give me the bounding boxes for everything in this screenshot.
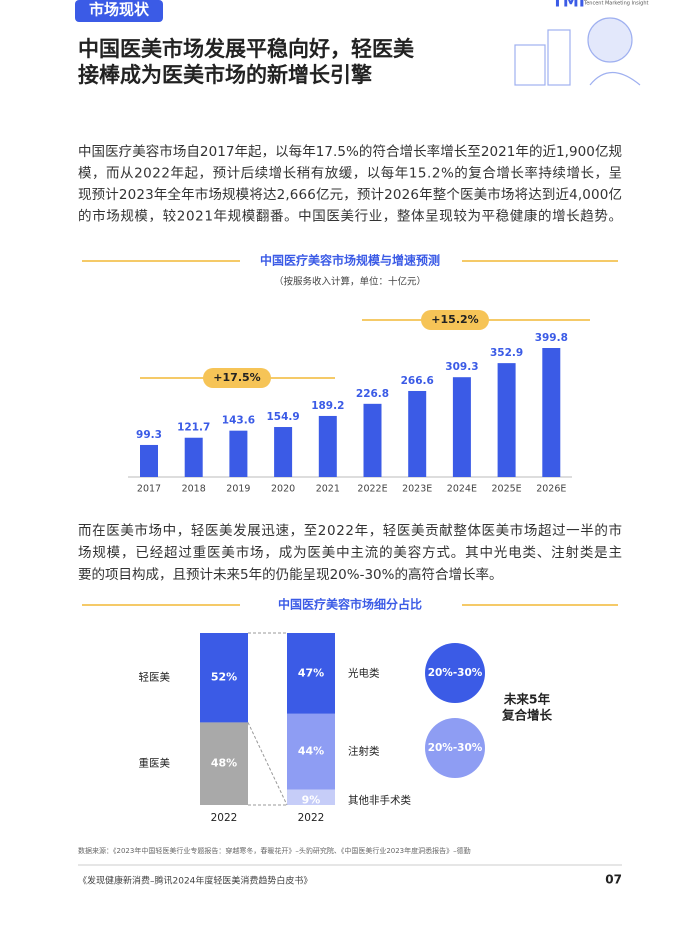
title: 接棒成为医美市场的新增长引擎 xyxy=(78,63,372,87)
annotation: +17.5% xyxy=(213,371,260,384)
paragraph-line: 模，而从2022年起，预计后续增长稍有放缓，以每年15.2%的复合增长率持续增长… xyxy=(78,165,622,182)
x-tick-label: 2023E xyxy=(402,484,432,495)
value-label: 309.3 xyxy=(445,361,478,373)
bar xyxy=(140,444,158,477)
bar xyxy=(229,430,248,477)
annotation-pill xyxy=(203,368,271,388)
value-label: 266.6 xyxy=(401,375,434,387)
bar xyxy=(542,348,561,477)
x-tick-label: 2021 xyxy=(316,484,340,495)
segment-label: 9% xyxy=(302,793,321,806)
value-label: 352.9 xyxy=(490,347,523,359)
x-tick-label: 2019 xyxy=(226,484,250,495)
x-tick-label: 2026E xyxy=(536,484,566,495)
segment-label: 47% xyxy=(298,666,324,679)
annotation-pill xyxy=(421,310,489,330)
chart-subtitle: （按服务收入计算，单位：十亿元） xyxy=(274,276,426,288)
x-tick-label: 2017 xyxy=(137,484,161,495)
segment-label: 44% xyxy=(298,745,324,758)
caption: 复合增长 xyxy=(501,708,553,723)
bar xyxy=(274,427,293,477)
caption: 未来5年 xyxy=(503,692,551,707)
series-name: 其他非手术类 xyxy=(348,793,411,806)
bar xyxy=(452,377,471,477)
series-name: 重医美 xyxy=(139,757,171,770)
page-number: 07 xyxy=(605,873,622,887)
x-tick-label: 2018 xyxy=(182,484,206,495)
connector xyxy=(247,722,288,806)
value-label: 121.7 xyxy=(177,422,210,434)
bar xyxy=(408,390,427,477)
series-name: 光电类 xyxy=(348,666,380,679)
x-tick-label: 2022E xyxy=(357,484,387,495)
chart-title: 中国医疗美容市场规模与增速预测 xyxy=(260,253,440,268)
logo-sub: Tencent Marketing Insight xyxy=(583,1,648,7)
badge-label: 20%-30% xyxy=(428,742,483,754)
badge xyxy=(425,643,485,703)
illustration xyxy=(514,17,641,86)
value-label: 99.3 xyxy=(136,429,162,441)
value-label: 143.6 xyxy=(222,415,255,427)
value-label: 189.2 xyxy=(311,400,344,412)
segment xyxy=(287,789,335,805)
segment xyxy=(287,713,335,790)
x-tick-label: 2025E xyxy=(492,484,522,495)
annotation: +15.2% xyxy=(431,313,478,326)
x-tick-label: 2022 xyxy=(298,812,325,824)
bar xyxy=(363,403,382,477)
bar xyxy=(497,363,516,477)
value-label: 154.9 xyxy=(266,411,299,423)
chart-title: 中国医疗美容市场细分占比 xyxy=(278,597,422,612)
badge xyxy=(425,718,485,778)
bar xyxy=(318,415,337,477)
segment xyxy=(287,633,335,714)
paragraph-line: 而在医美市场中，轻医美发展迅速，至2022年，轻医美贡献整体医美市场超过一半的市 xyxy=(78,522,622,539)
segment-label: 52% xyxy=(211,671,237,684)
x-tick-label: 2022 xyxy=(211,812,238,824)
bar xyxy=(184,437,203,477)
paragraph-line: 现预计2023年全年市场规模将达2,666亿元，预计2026年整个医美市场将达到… xyxy=(78,186,622,203)
paragraph-line: 的市场规模，较2021年规模翻番。中国医美行业，整体呈现较为平稳健康的增长趋势。 xyxy=(78,208,622,225)
tag: 市场现状 xyxy=(89,1,150,19)
x-tick-label: 2020 xyxy=(271,484,295,495)
value-label: 399.8 xyxy=(535,332,568,344)
segment xyxy=(200,722,248,805)
source: 数据来源：《2023年中国轻医美行业专题报告：穿越寒冬，春暖花开》–头豹研究院、… xyxy=(78,846,471,855)
paragraph-line: 要的项目构成，且预计未来5年的仍能呈现20%-30%的高符合增长率。 xyxy=(78,566,502,583)
segment xyxy=(200,633,248,723)
x-tick-label: 2024E xyxy=(447,484,477,495)
paragraph-line: 中国医疗美容市场自2017年起，以每年17.5%的符合增长率增长至2021年的近… xyxy=(78,143,622,160)
tag-bg xyxy=(75,0,163,22)
logo: TMI xyxy=(552,0,585,11)
title: 中国医美市场发展平稳向好，轻医美 xyxy=(78,37,414,61)
segment-label: 48% xyxy=(211,757,237,770)
footer-title: 《发现健康新消费–腾讯2024年度轻医美消费趋势白皮书》 xyxy=(78,875,312,887)
series-name: 轻医美 xyxy=(139,671,171,684)
paragraph-line: 场规模，已经超过重医美市场，成为医美中主流的美容方式。其中光电类、注射类是主 xyxy=(78,544,622,561)
series-name: 注射类 xyxy=(348,745,380,758)
badge-label: 20%-30% xyxy=(428,667,483,679)
value-label: 226.8 xyxy=(356,388,389,400)
